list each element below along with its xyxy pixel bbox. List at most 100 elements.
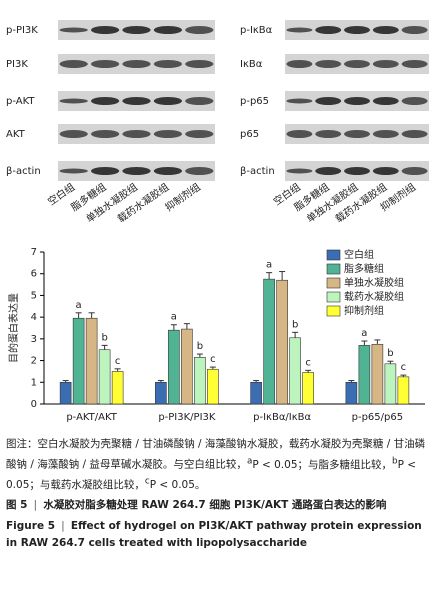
band: [315, 167, 342, 175]
blot-label: p-p65: [240, 96, 269, 107]
bar: [250, 381, 262, 405]
band: [401, 60, 428, 68]
legend-label: 载药水凝胶组: [344, 290, 404, 303]
band: [344, 167, 370, 175]
band: [372, 167, 399, 175]
bar: [207, 368, 219, 405]
blot-label: p-IκBα: [240, 25, 273, 36]
sig-letter: c: [115, 356, 121, 367]
band: [122, 60, 151, 68]
blot-label: IκBα: [240, 59, 263, 70]
band: [153, 130, 183, 138]
sig-letter: a: [76, 300, 82, 311]
band: [59, 168, 88, 174]
band: [153, 60, 183, 68]
sig-letter: b: [197, 341, 203, 352]
sig-letter: b: [101, 332, 107, 343]
band: [90, 167, 120, 175]
y-axis-label: 目的蛋白表达量: [7, 293, 20, 363]
group-label: 抑制剂组: [163, 180, 203, 214]
band: [90, 130, 120, 138]
bar: [397, 376, 410, 405]
blot-label: p-AKT: [6, 96, 35, 107]
bar: [72, 317, 85, 405]
blot-label: AKT: [6, 129, 26, 140]
y-tick-label: 7: [31, 247, 37, 258]
band: [185, 97, 214, 105]
bar: [302, 372, 314, 405]
note: 图注：空白水凝胶为壳聚糖 / 甘油磷酸钠 / 海藻酸钠水凝胶，载药水凝胶为壳聚糖…: [6, 436, 428, 494]
blot-label: PI3K: [6, 59, 28, 70]
band: [90, 60, 120, 68]
bar: [263, 278, 275, 405]
legend-swatch: [326, 305, 341, 317]
band: [122, 167, 151, 175]
band: [344, 26, 370, 34]
significance: aP < 0.05；与脂多糖组比较，bP < 0.05；与载药水凝胶组比较，cP…: [6, 456, 417, 492]
bar: [111, 371, 124, 405]
blot-label: β-actin: [240, 166, 275, 177]
sig-letter: a: [266, 260, 272, 271]
band: [286, 130, 313, 138]
bar: [358, 345, 371, 405]
band: [286, 168, 313, 174]
blot-label: β-actin: [6, 166, 41, 177]
group-label: 载药水凝胶组: [115, 180, 172, 225]
bar: [289, 337, 301, 405]
x-tick-label: p-AKT/AKT: [66, 412, 117, 423]
band: [122, 26, 151, 34]
band: [315, 130, 342, 138]
band: [185, 60, 214, 68]
band: [286, 98, 313, 104]
band: [153, 26, 183, 34]
blot-label: p-PI3K: [6, 25, 38, 36]
legend-swatch: [326, 263, 341, 275]
band: [401, 26, 428, 34]
bar: [371, 343, 384, 405]
legend-swatch: [326, 291, 341, 303]
band: [372, 130, 399, 138]
sig-letter: b: [292, 319, 298, 330]
band: [401, 97, 428, 105]
caption: 图注：空白水凝胶为壳聚糖 / 甘油磷酸钠 / 海藻酸钠水凝胶，载药水凝胶为壳聚糖…: [6, 436, 428, 552]
band: [122, 130, 151, 138]
band: [59, 60, 88, 68]
en-caption: Figure 5 | Effect of hydrogel on PI3K/AKT …: [6, 520, 422, 549]
sig-text: P < 0.05。: [149, 479, 206, 491]
legend-label: 单独水凝胶组: [344, 276, 404, 289]
legend-label: 抑制剂组: [344, 304, 384, 317]
band: [59, 98, 88, 104]
y-tick-label: 1: [31, 377, 37, 388]
band: [315, 97, 342, 105]
y-tick-label: 3: [31, 334, 37, 345]
en-label: Figure 5: [6, 520, 56, 532]
band: [286, 60, 313, 68]
sig-text: P < 0.05；与载药水凝胶组比较，: [6, 458, 417, 492]
legend-label: 脂多糖组: [344, 262, 384, 275]
sig-letter: c: [305, 357, 311, 368]
band: [185, 26, 214, 34]
band: [372, 60, 399, 68]
band: [315, 26, 342, 34]
band: [122, 97, 151, 105]
band: [344, 60, 370, 68]
band: [401, 130, 428, 138]
band: [344, 130, 370, 138]
sig-sup: a: [246, 456, 253, 466]
band: [90, 97, 120, 105]
y-tick-label: 2: [31, 356, 37, 367]
band: [153, 167, 183, 175]
band: [372, 26, 399, 34]
x-tick-label: p-p65/p65: [352, 412, 403, 423]
bar: [85, 317, 98, 405]
cn-caption: 图 5 | 水凝胶对脂多糖处理 RAW 264.7 细胞 PI3K/AKT 通路蛋白…: [6, 499, 387, 511]
sig-sup: c: [144, 476, 150, 487]
y-tick-label: 5: [31, 290, 37, 301]
legend-label: 空白组: [344, 248, 374, 261]
cn-title: 水凝胶对脂多糖处理 RAW 264.7 细胞 PI3K/AKT 通路蛋白表达的影…: [43, 499, 387, 511]
sig-sup: b: [392, 456, 398, 466]
sig-letter: a: [361, 328, 367, 339]
band: [185, 167, 214, 175]
figure: p-PI3KPI3Kp-AKTAKTβ-actin空白组脂多糖组单独水凝胶组载药…: [6, 20, 429, 423]
bar: [168, 329, 180, 405]
